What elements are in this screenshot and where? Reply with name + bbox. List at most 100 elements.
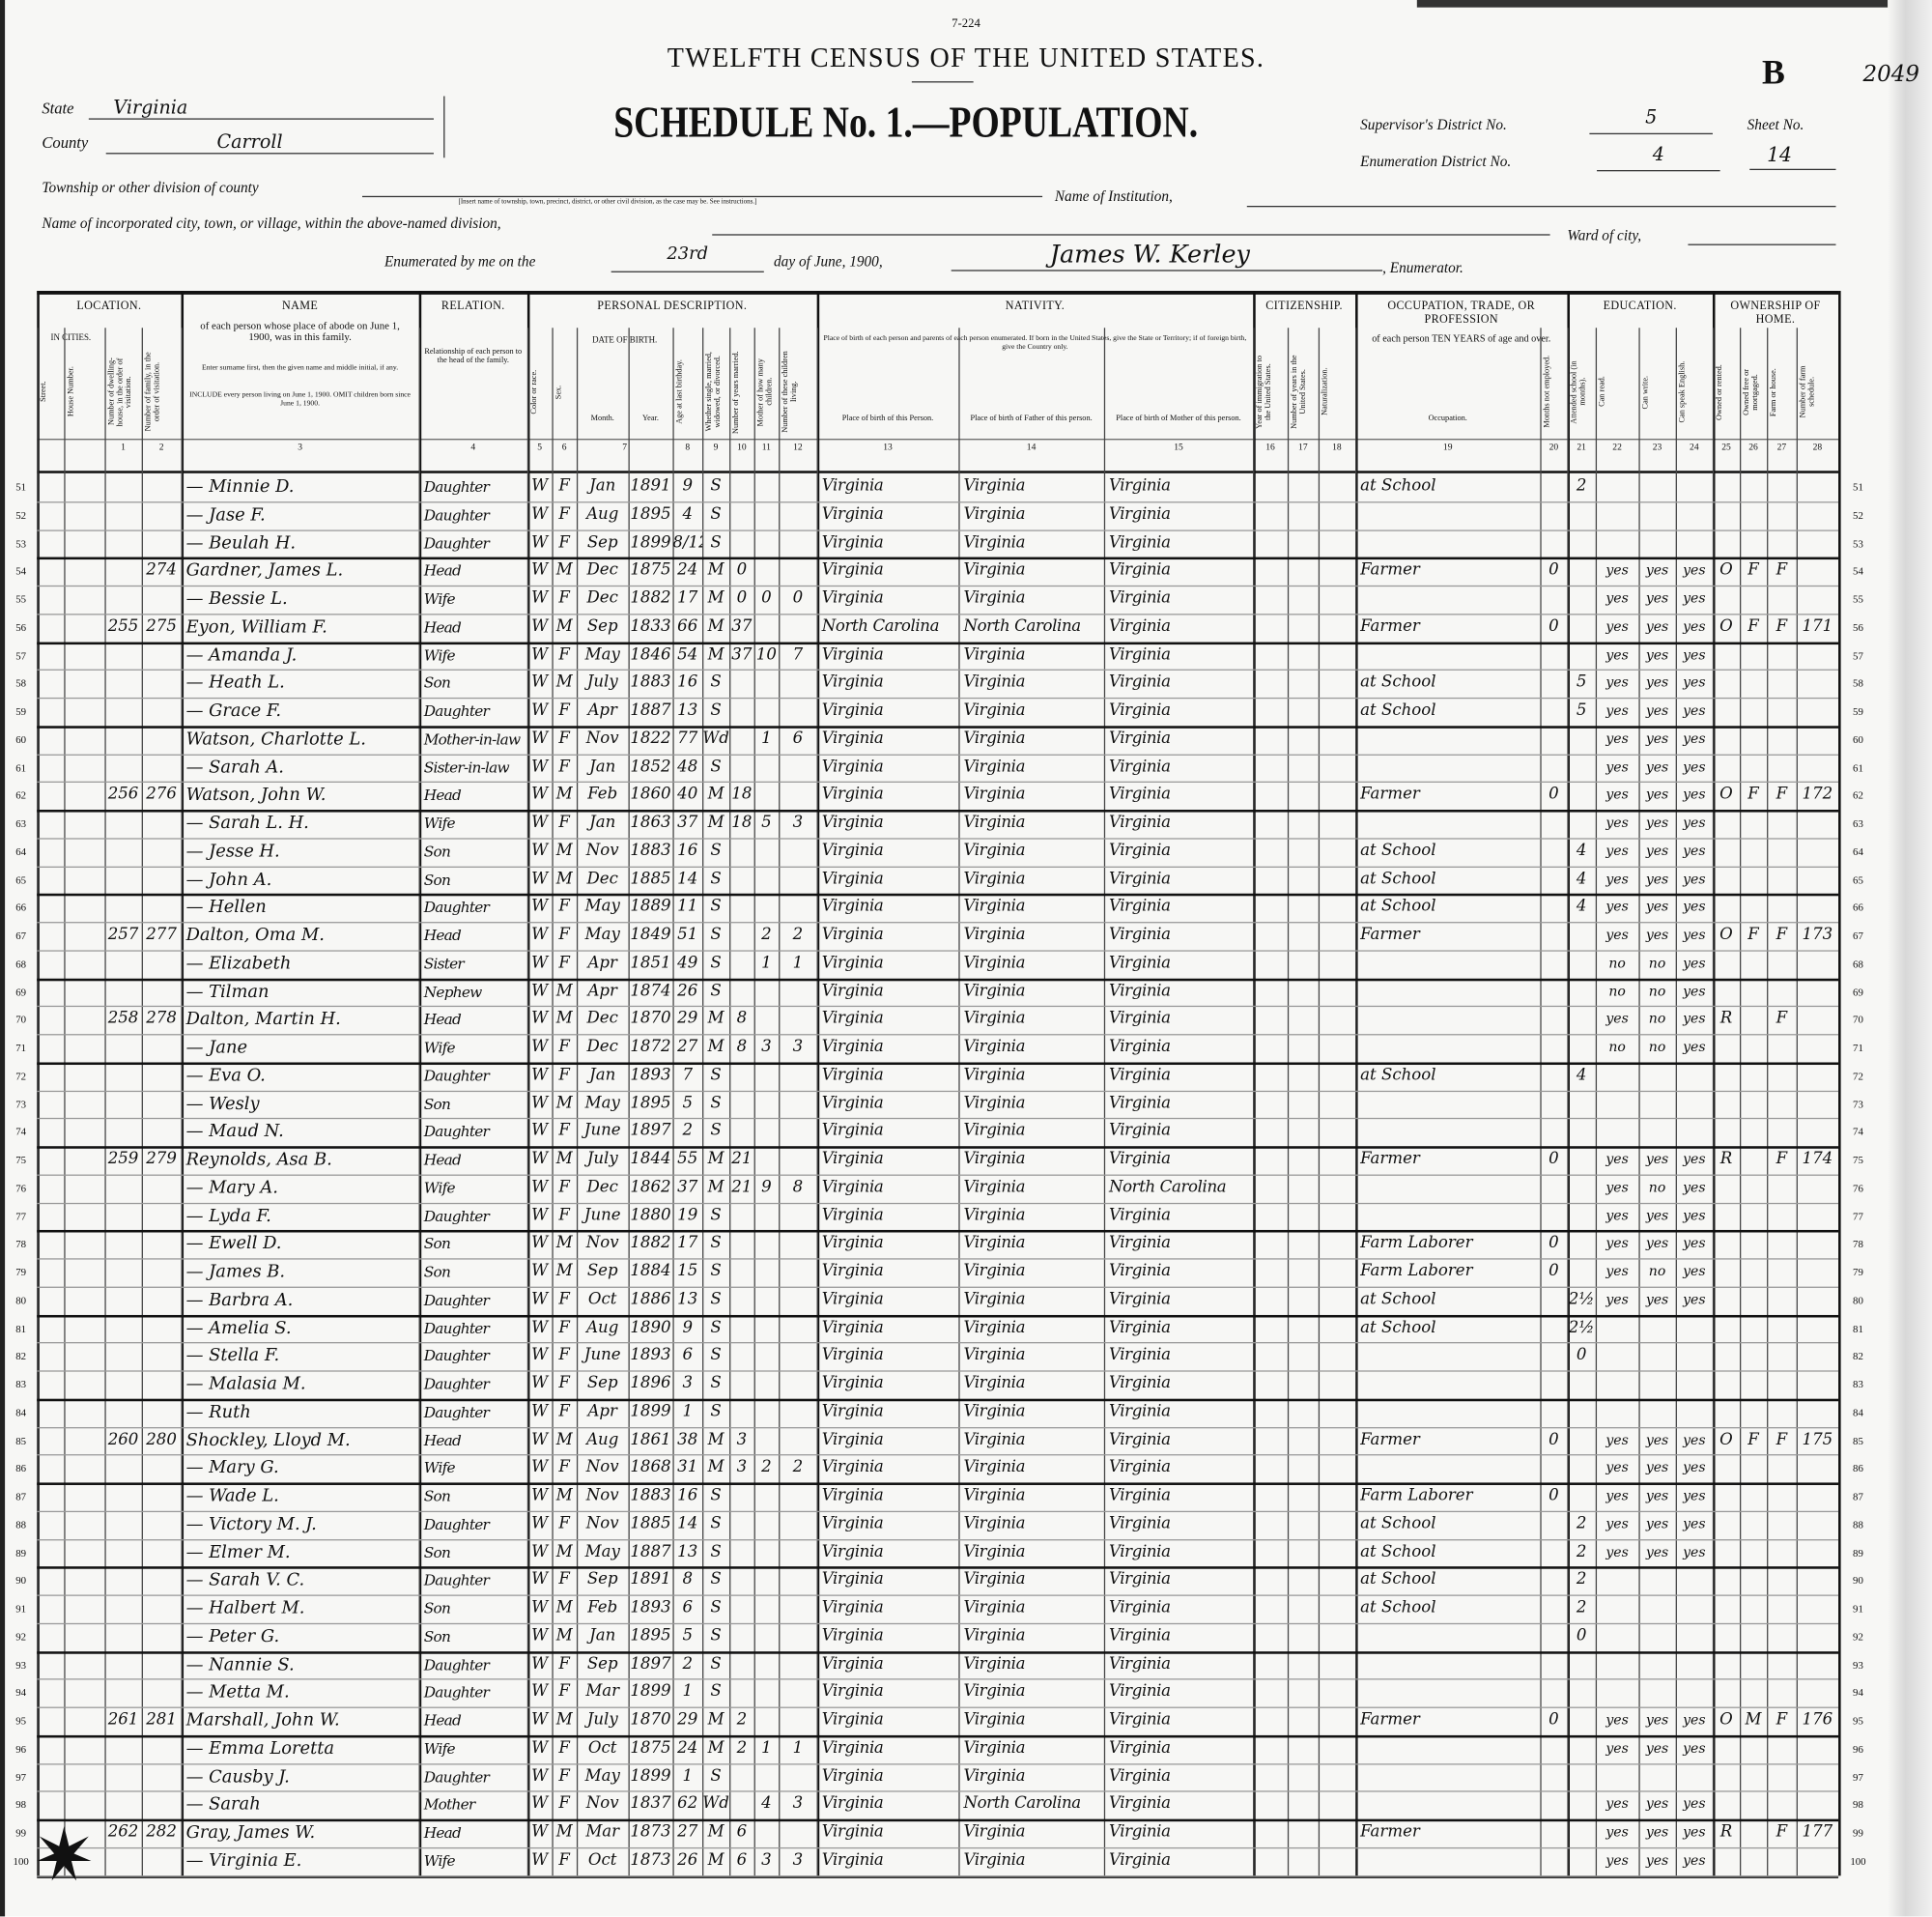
cell-month: May [584, 1094, 620, 1113]
cell-marital: M [707, 1850, 724, 1870]
line-number-left: 57 [15, 648, 27, 662]
line-number: 57 [1853, 648, 1863, 662]
cell-color: W [531, 813, 549, 832]
cell-marital: M [707, 1710, 724, 1730]
cell-color: W [531, 1738, 549, 1758]
column-header-age: Age at last birthday. [674, 359, 684, 424]
column-header-write: Can write. [1640, 375, 1650, 409]
cell-marital: M [707, 1738, 724, 1758]
column-number-16: 16 [1265, 441, 1275, 453]
line-number-left: 56 [15, 620, 27, 634]
row-rule [37, 1482, 1839, 1485]
cell-marital: S [710, 1486, 722, 1505]
cell-sex: F [558, 1766, 570, 1786]
cell-relation: Daughter [423, 1767, 490, 1786]
cell-write: yes [1645, 561, 1669, 579]
cell-month: Oct [587, 1290, 617, 1309]
cell-color: W [531, 841, 549, 860]
cell-write: yes [1645, 674, 1669, 691]
cell-month: Jan [589, 757, 616, 776]
cell-month: Jan [589, 1626, 616, 1645]
cell-color: W [531, 1626, 549, 1645]
cell-color: W [531, 1542, 549, 1561]
cell-name: — James B. [185, 1262, 286, 1282]
cell-age: 27 [677, 1037, 698, 1057]
cell-english: yes [1683, 674, 1706, 691]
cell-age: 13 [677, 1542, 698, 1561]
cell-color: W [531, 672, 549, 692]
column-number-13: 13 [883, 441, 893, 453]
cell-yrs-married: 0 [736, 560, 748, 580]
column-line-read [1595, 328, 1598, 1875]
line-number-left: 64 [15, 844, 27, 858]
cell-marital: S [710, 1766, 722, 1786]
line-number: 59 [1853, 704, 1863, 718]
cell-school: 2 [1576, 1570, 1587, 1589]
cell-name: — Mary A. [185, 1178, 278, 1198]
cell-color: W [531, 1206, 549, 1225]
column-line-street [37, 328, 39, 1875]
cell-birth: Virginia [821, 813, 884, 832]
cell-name: — Amelia S. [185, 1318, 292, 1338]
cell-marital: S [710, 925, 722, 945]
cell-occupation: at School [1360, 1542, 1436, 1561]
row-rule [37, 1006, 1839, 1008]
cell-mother-of: 2 [761, 1458, 772, 1477]
line-number: 55 [1853, 592, 1863, 606]
cell-year: 1870 [630, 1710, 671, 1730]
cell-english: yes [1683, 1851, 1706, 1869]
cell-living: 3 [792, 813, 804, 832]
group-header-name: NAME [281, 300, 319, 313]
cell-name: — Mary G. [185, 1458, 279, 1478]
cell-age: 3 [682, 1374, 694, 1393]
cell-age: 6 [682, 1598, 694, 1617]
cell-color: W [531, 504, 549, 524]
cell-color: W [531, 897, 549, 917]
cell-sex: F [558, 1346, 570, 1365]
cell-month: Aug [586, 504, 619, 524]
row-rule [37, 1370, 1839, 1372]
cell-father-birth: Virginia [963, 729, 1026, 748]
cell-age: 37 [677, 1178, 698, 1197]
cell-age: 5 [682, 1626, 694, 1645]
cell-marital: S [710, 1318, 722, 1337]
cell-year: 1875 [630, 1738, 671, 1758]
line-number-left: 81 [15, 1321, 27, 1334]
line-number: 91 [1853, 1602, 1863, 1615]
cell-color: W [531, 1654, 549, 1674]
cell-sex: M [555, 1822, 573, 1842]
line-number: 83 [1853, 1378, 1863, 1390]
column-line-unemployed [1540, 328, 1542, 1875]
cell-birth: Virginia [821, 925, 884, 945]
cell-color: W [531, 1514, 549, 1533]
cell-birth: Virginia [821, 1654, 884, 1674]
cell-father-birth: Virginia [963, 1850, 1026, 1870]
cell-english: yes [1683, 1795, 1706, 1813]
state-label: State [42, 99, 74, 118]
cell-color: W [531, 1374, 549, 1393]
cell-relation: Daughter [423, 1291, 490, 1309]
cell-color: W [531, 953, 549, 973]
cell-age: 13 [677, 1290, 698, 1309]
cell-birth: Virginia [821, 588, 884, 608]
column-number-20: 20 [1548, 441, 1559, 453]
cell-sex: F [558, 1458, 570, 1477]
cell-relation: Mother [423, 1795, 475, 1814]
row-rule [37, 1314, 1839, 1317]
cell-marital: S [710, 476, 722, 496]
cell-color: W [531, 869, 549, 888]
cell-father-birth: Virginia [963, 869, 1026, 888]
line-number: 63 [1853, 816, 1863, 830]
cell-father-birth: Virginia [963, 813, 1026, 832]
cell-read: yes [1605, 899, 1629, 915]
cell-mother-birth: Virginia [1108, 1290, 1171, 1309]
cell-sex: M [555, 1234, 573, 1253]
cell-name: — Ewell D. [185, 1234, 282, 1254]
row-rule [37, 501, 1839, 503]
line-number-left: 72 [15, 1069, 27, 1082]
cell-farm: F [1776, 1009, 1788, 1029]
cell-name: — Virginia E. [185, 1850, 302, 1871]
cell-relation: Daughter [423, 1655, 490, 1674]
cell-english: yes [1683, 871, 1706, 887]
cell-yrs-married: 6 [736, 1822, 748, 1842]
